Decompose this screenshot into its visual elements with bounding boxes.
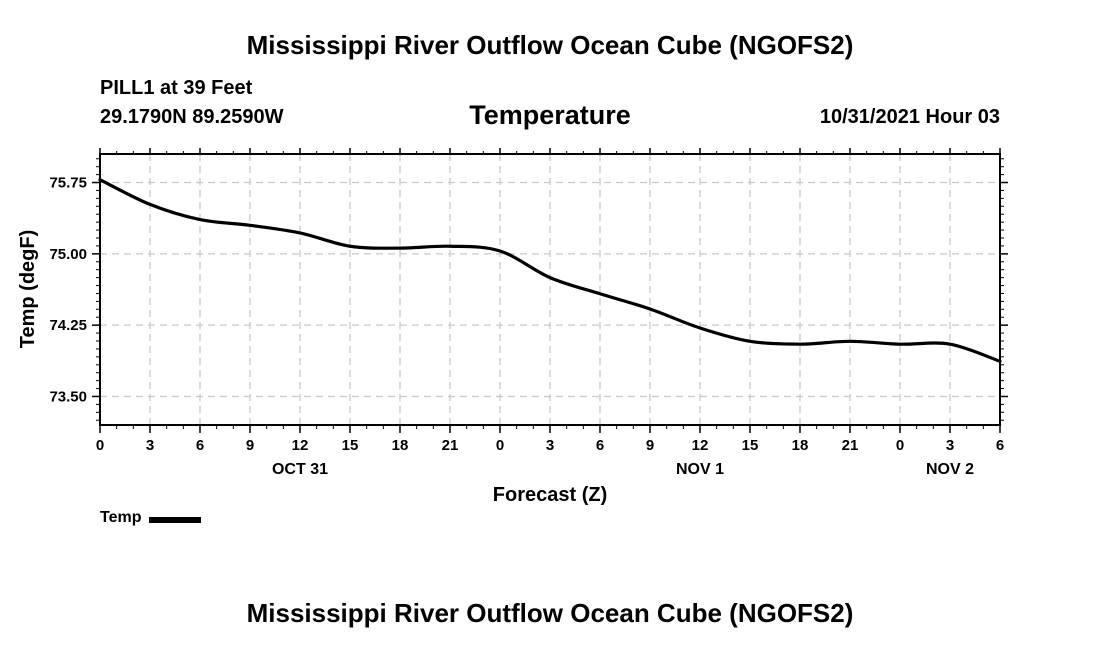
y-tick-label: 74.25 <box>49 317 87 334</box>
legend-label: Temp <box>100 509 142 526</box>
grid-layer <box>100 154 1000 425</box>
x-tick-label: 6 <box>196 437 204 454</box>
series-line-temp <box>98 178 1002 363</box>
x-tick-label: 6 <box>596 437 604 454</box>
x-tick-label: 12 <box>292 437 309 454</box>
x-tick-label: 12 <box>692 437 709 454</box>
x-tick-label: 9 <box>246 437 254 454</box>
y-tick-label: 73.50 <box>49 388 87 405</box>
x-tick-label: 3 <box>946 437 954 454</box>
footer-title: Mississippi River Outflow Ocean Cube (NG… <box>246 598 854 628</box>
legend-swatch <box>149 516 202 523</box>
y-axis-label: Temp (degF) <box>17 230 39 349</box>
x-axis-label: Forecast (Z) <box>493 484 607 506</box>
chart-title: Temperature <box>469 100 631 130</box>
page-title: Mississippi River Outflow Ocean Cube (NG… <box>246 30 854 60</box>
x-tick-label: 21 <box>842 437 859 454</box>
x-tick-label: 3 <box>546 437 554 454</box>
legend: Temp <box>100 509 202 527</box>
forecast-datetime: 10/31/2021 Hour 03 <box>819 106 1000 128</box>
tick-labels-layer: 0 3 6 9 12 15 18 21 0 3 6 9 12 15 18 21 0 3 6 OCT 31 NOV 1 NO… <box>49 175 1004 478</box>
x-tick-label: 18 <box>792 437 809 454</box>
plot-frame <box>99 153 1001 426</box>
series-layer <box>98 178 1002 363</box>
x-tick-label: 0 <box>96 437 104 454</box>
x-tick-label: 3 <box>146 437 154 454</box>
x-tick-label: 0 <box>896 437 904 454</box>
x-tick-label: 15 <box>342 437 359 454</box>
station-label: PILL1 at 39 Feet <box>100 77 253 99</box>
x-tick-label: 18 <box>392 437 409 454</box>
x-tick-label: 9 <box>646 437 654 454</box>
day-label: NOV 2 <box>926 461 974 478</box>
x-tick-label: 21 <box>442 437 459 454</box>
station-coordinates: 29.1790N 89.2590W <box>100 106 284 128</box>
day-label: OCT 31 <box>272 461 328 478</box>
y-tick-label: 75.00 <box>49 246 87 263</box>
y-tick-label: 75.75 <box>49 175 87 192</box>
x-tick-label: 0 <box>496 437 504 454</box>
day-label: NOV 1 <box>676 461 724 478</box>
x-tick-label: 6 <box>996 437 1004 454</box>
x-tick-label: 15 <box>742 437 759 454</box>
